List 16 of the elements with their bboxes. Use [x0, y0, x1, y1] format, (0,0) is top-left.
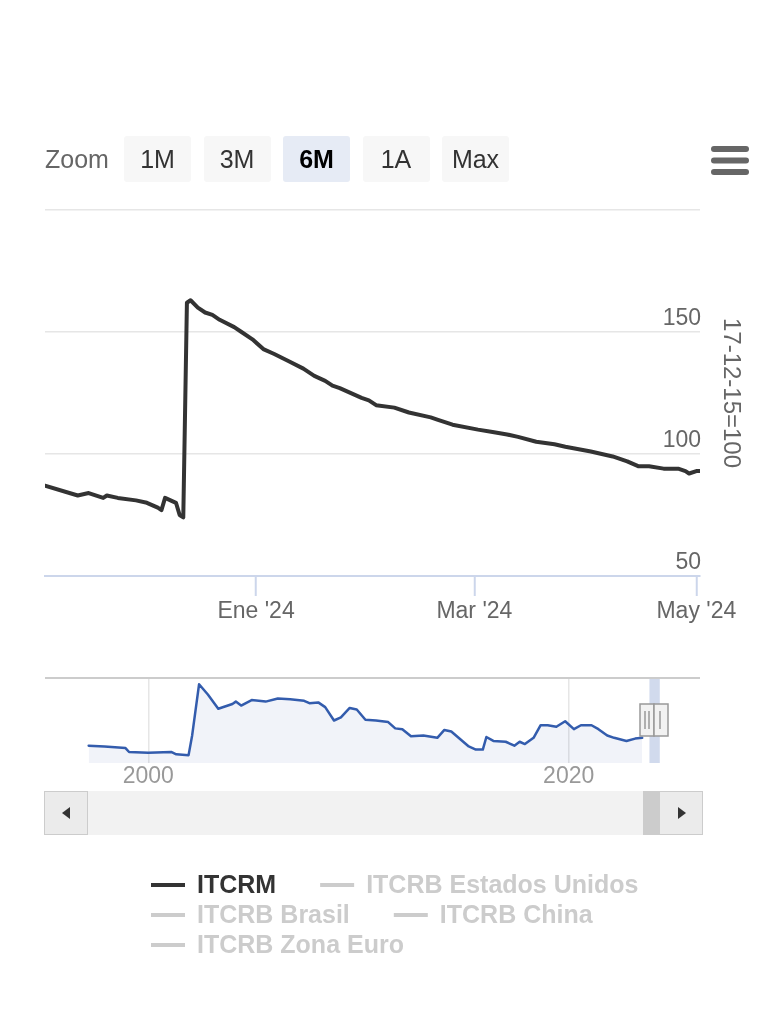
y-tick-label: 150 — [662, 304, 701, 331]
y-tick-label: 100 — [662, 426, 701, 453]
y-tick-label: 50 — [675, 548, 701, 575]
range-button: Max — [442, 136, 509, 182]
y-axis-title: 17-12-15=100 — [718, 317, 746, 469]
range-button: 1A — [362, 136, 430, 182]
x-tick-label: Mar '24 — [436, 597, 513, 624]
range-button: 3M — [203, 136, 271, 182]
x-tick-label: Ene '24 — [217, 597, 295, 624]
x-tick-label: 2020 — [543, 762, 595, 789]
range-button: 1M — [124, 136, 191, 182]
x-tick-label: May '24 — [656, 597, 737, 624]
x-tick-label: 2000 — [122, 762, 174, 789]
range-button: 6M — [283, 136, 350, 182]
text: Zoom — [45, 144, 109, 174]
legend-label: ITCRM — [197, 869, 277, 898]
